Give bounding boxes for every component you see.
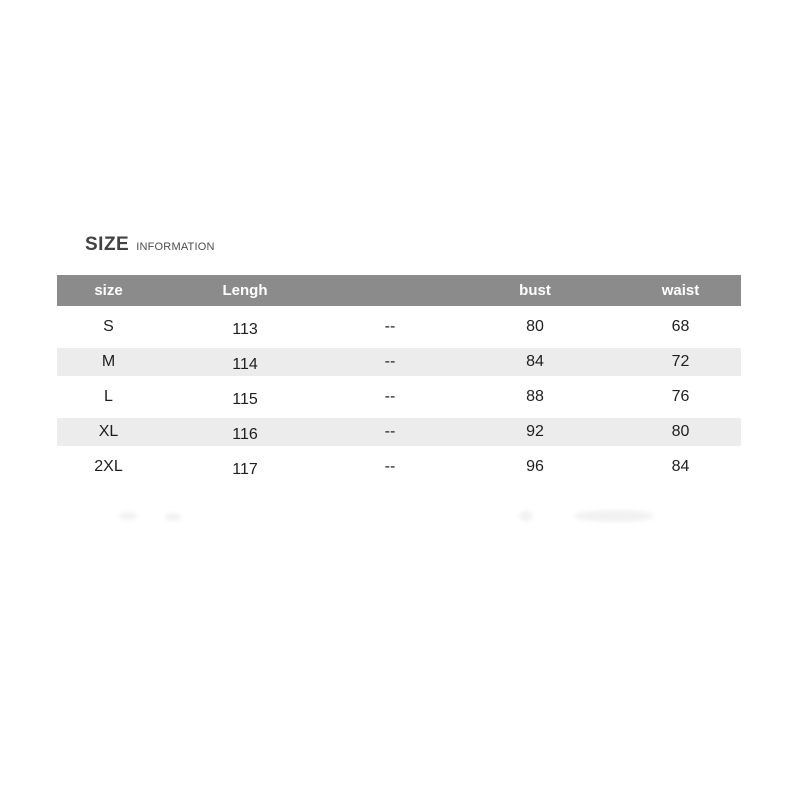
watermark-smudge [165,513,181,521]
cell-size: 2XL [94,458,123,475]
watermark-smudge [574,510,654,522]
table-row-l: L 115 -- 88 76 [57,383,741,411]
cell-size: XL [98,423,119,440]
cell-length: 117 [232,461,258,478]
page-title-main: SIZE [85,234,130,255]
table-row-s: S 113 -- 80 68 [57,313,741,341]
cell-size: M [101,353,116,370]
cell-bust: 80 [526,318,544,335]
table-row-xl: XL 116 -- 92 80 [57,418,741,446]
cell-dash: -- [384,318,396,335]
table-row-2xl: 2XL 117 -- 96 84 [57,453,741,481]
size-chart-table: size Lengh bust waist S 113 -- 80 68 M 1… [57,275,741,481]
cell-bust: 88 [526,388,544,405]
header-cell-bust: bust [519,282,551,299]
page-title-sub: INFORMATION [136,241,215,253]
cell-length: 115 [232,391,258,408]
cell-waist: 72 [671,353,690,370]
cell-dash: -- [384,458,396,475]
watermark-smudge [119,512,137,520]
cell-dash: -- [384,353,396,370]
cell-waist: 80 [671,423,690,440]
page-title: SIZE INFORMATION [85,234,215,256]
cell-bust: 84 [526,353,544,370]
cell-waist: 68 [671,318,690,335]
cell-length: 113 [232,321,258,338]
cell-waist: 84 [671,458,690,475]
header-cell-waist: waist [661,282,700,299]
cell-dash: -- [384,423,396,440]
watermark-smudge [519,511,533,521]
table-header-row: size Lengh bust waist [57,275,741,306]
cell-waist: 76 [671,388,690,405]
header-cell-size: size [94,282,123,299]
cell-bust: 96 [526,458,544,475]
cell-dash: -- [384,388,396,405]
cell-size: S [103,318,114,335]
cell-size: L [104,388,113,405]
table-row-m: M 114 -- 84 72 [57,348,741,376]
cell-length: 116 [232,426,258,443]
cell-length: 114 [232,356,258,373]
cell-bust: 92 [526,423,544,440]
header-cell-length: Lengh [222,282,268,299]
